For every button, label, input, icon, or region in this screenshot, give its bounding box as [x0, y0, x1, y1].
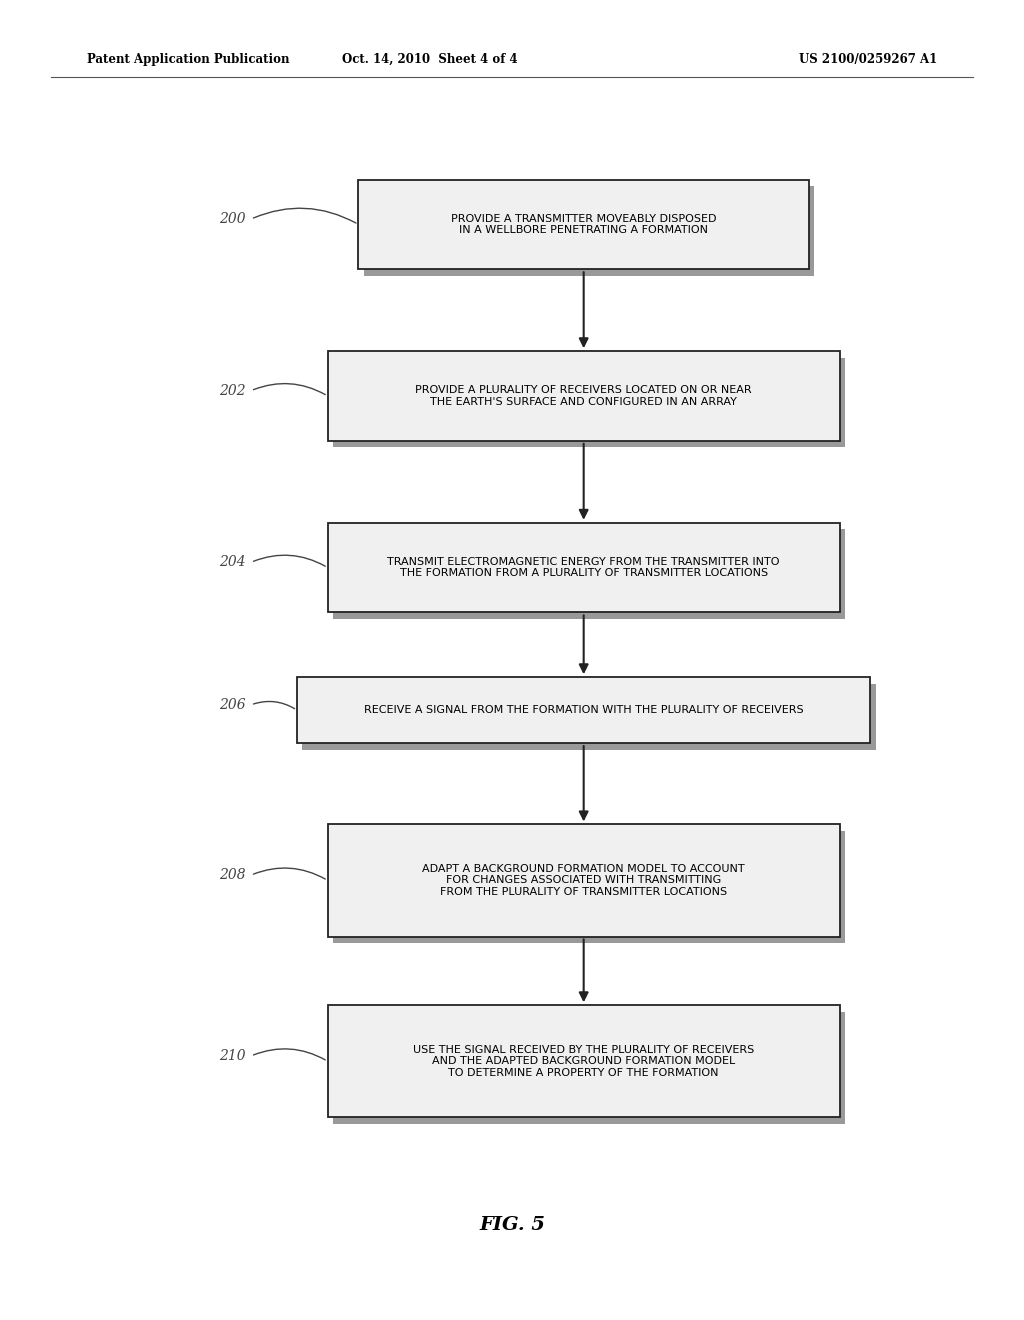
Text: FIG. 5: FIG. 5: [479, 1216, 545, 1234]
Text: RECEIVE A SIGNAL FROM THE FORMATION WITH THE PLURALITY OF RECEIVERS: RECEIVE A SIGNAL FROM THE FORMATION WITH…: [364, 705, 804, 715]
Text: PROVIDE A TRANSMITTER MOVEABLY DISPOSED
IN A WELLBORE PENETRATING A FORMATION: PROVIDE A TRANSMITTER MOVEABLY DISPOSED …: [451, 214, 717, 235]
Text: USE THE SIGNAL RECEIVED BY THE PLURALITY OF RECEIVERS
AND THE ADAPTED BACKGROUND: USE THE SIGNAL RECEIVED BY THE PLURALITY…: [413, 1044, 755, 1078]
Text: 204: 204: [219, 556, 246, 569]
FancyBboxPatch shape: [328, 523, 840, 612]
FancyBboxPatch shape: [297, 677, 870, 743]
Text: 210: 210: [219, 1049, 246, 1063]
Text: Oct. 14, 2010  Sheet 4 of 4: Oct. 14, 2010 Sheet 4 of 4: [342, 53, 518, 66]
FancyBboxPatch shape: [328, 1006, 840, 1117]
Text: 208: 208: [219, 869, 246, 882]
FancyBboxPatch shape: [364, 186, 814, 276]
FancyBboxPatch shape: [328, 824, 840, 937]
Text: 206: 206: [219, 698, 246, 711]
FancyBboxPatch shape: [358, 180, 809, 269]
FancyBboxPatch shape: [333, 832, 845, 942]
Text: TRANSMIT ELECTROMAGNETIC ENERGY FROM THE TRANSMITTER INTO
THE FORMATION FROM A P: TRANSMIT ELECTROMAGNETIC ENERGY FROM THE…: [387, 557, 780, 578]
FancyBboxPatch shape: [302, 684, 876, 750]
FancyBboxPatch shape: [333, 529, 845, 619]
FancyBboxPatch shape: [333, 1011, 845, 1125]
Text: US 2100/0259267 A1: US 2100/0259267 A1: [799, 53, 937, 66]
Text: 200: 200: [219, 213, 246, 226]
Text: Patent Application Publication: Patent Application Publication: [87, 53, 290, 66]
Text: PROVIDE A PLURALITY OF RECEIVERS LOCATED ON OR NEAR
THE EARTH'S SURFACE AND CONF: PROVIDE A PLURALITY OF RECEIVERS LOCATED…: [416, 385, 752, 407]
Text: 202: 202: [219, 384, 246, 397]
FancyBboxPatch shape: [333, 358, 845, 447]
Text: ADAPT A BACKGROUND FORMATION MODEL TO ACCOUNT
FOR CHANGES ASSOCIATED WITH TRANSM: ADAPT A BACKGROUND FORMATION MODEL TO AC…: [422, 863, 745, 898]
FancyBboxPatch shape: [328, 351, 840, 441]
